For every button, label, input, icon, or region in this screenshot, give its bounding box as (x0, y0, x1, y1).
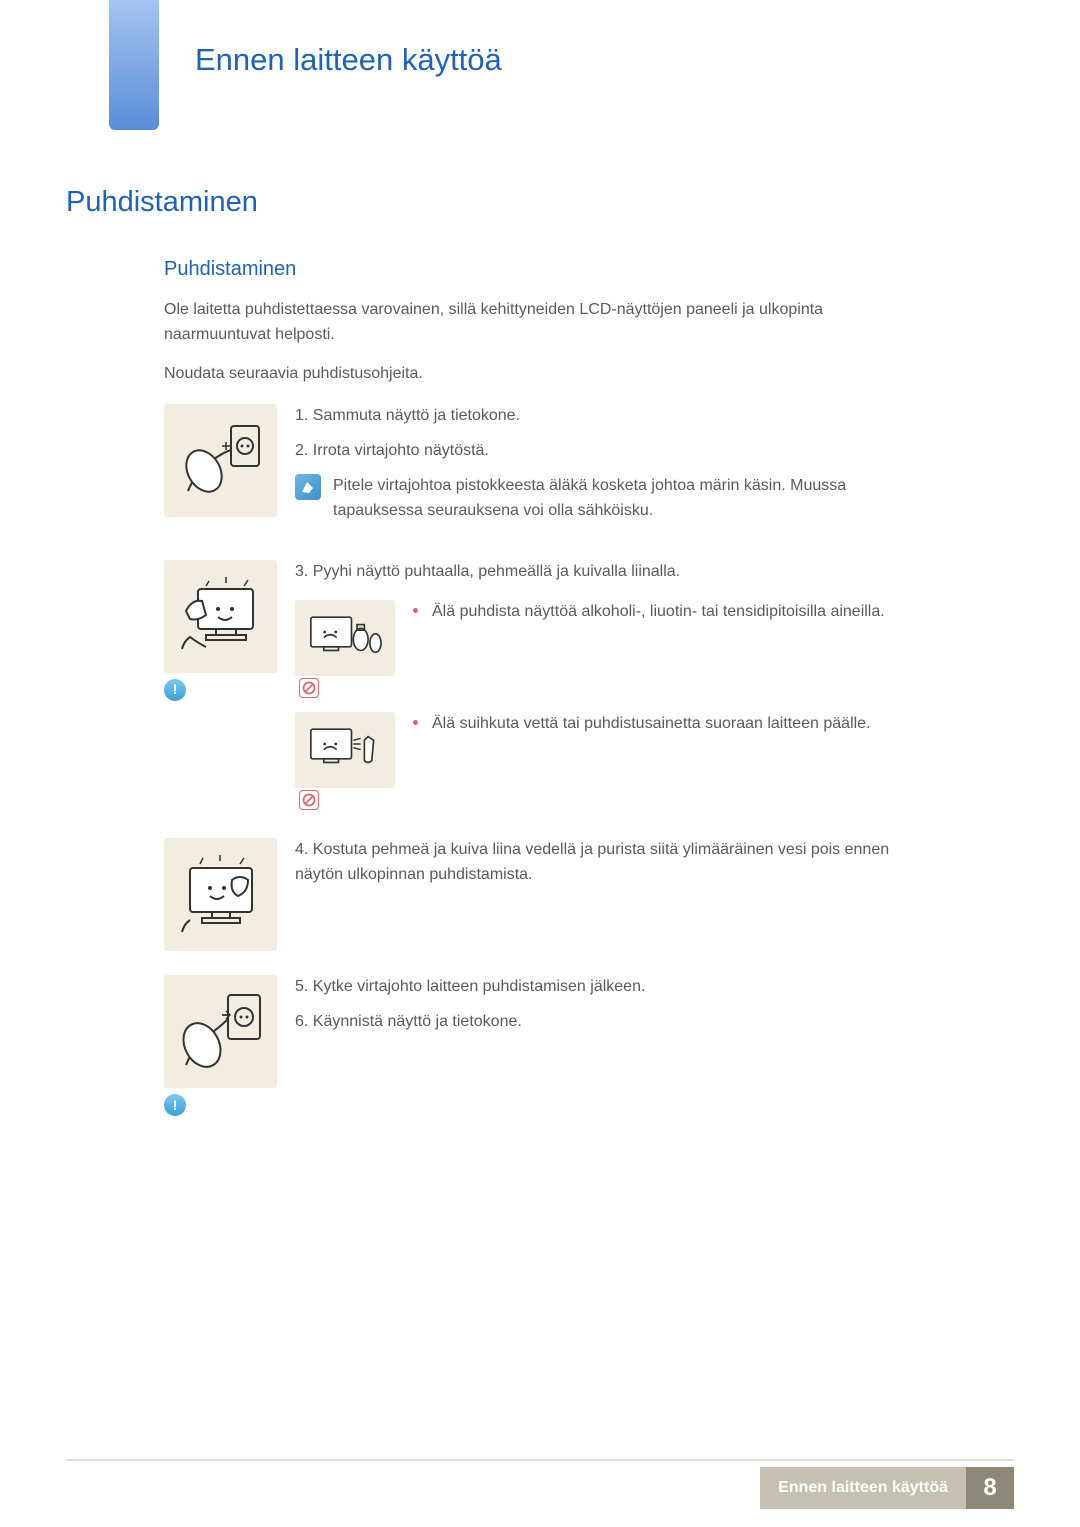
unplug-icon (176, 416, 266, 506)
no-chemicals-icon (303, 608, 387, 668)
plug-in-icon (176, 987, 266, 1077)
no-spray-icon (303, 720, 387, 780)
prohibition-icon (299, 678, 319, 698)
illustration-unplug (164, 404, 277, 535)
intro-paragraph-2: Noudata seuraavia puhdistusohjeita. (164, 362, 924, 387)
bullet-text-2: Älä suihkuta vettä tai puhdistusainetta … (432, 712, 871, 788)
sub-row-2: Älä suihkuta vettä tai puhdistusainetta … (295, 712, 924, 788)
damp-cloth-icon (176, 850, 266, 940)
step-row-1: 1. Sammuta näyttö ja tietokone. 2. Irrot… (164, 404, 924, 535)
step-1-line-2: 2. Irrota virtajohto näytöstä. (295, 439, 924, 464)
step-1-line-1: 1. Sammuta näyttö ja tietokone. (295, 404, 924, 429)
step-text-5: 5. Kytke virtajohto laitteen puhdistamis… (295, 975, 924, 1118)
note-text: Pitele virtajohtoa pistokkeesta äläkä ko… (333, 474, 924, 524)
info-badge-icon: ! (164, 1094, 186, 1116)
bullet-text-1: Älä puhdista näyttöä alkoholi-, liuotin-… (432, 600, 885, 676)
illustration-wipe: ! (164, 560, 277, 793)
footer-chapter-label: Ennen laitteen käyttöä (760, 1467, 966, 1509)
chapter-tab (109, 0, 159, 130)
step-5-line-1: 5. Kytke virtajohto laitteen puhdistamis… (295, 975, 924, 1000)
sub-row-1: Älä puhdista näyttöä alkoholi-, liuotin-… (295, 600, 924, 676)
illustration-plug-in: ! (164, 975, 277, 1118)
section-heading: Puhdistaminen (66, 186, 258, 219)
step-4-line-1: 4. Kostuta pehmeä ja kuiva liina vedellä… (295, 838, 924, 888)
note-icon (295, 474, 321, 500)
info-badge-icon: ! (164, 679, 186, 701)
illustration-no-spray (295, 712, 395, 788)
subsection-heading: Puhdistaminen (164, 258, 296, 281)
step-text-1: 1. Sammuta näyttö ja tietokone. 2. Irrot… (295, 404, 924, 535)
illustration-no-chemicals (295, 600, 395, 676)
wipe-icon (176, 571, 266, 661)
bullet-dot (413, 720, 418, 725)
step-row-4: 4. Kostuta pehmeä ja kuiva liina vedellä… (164, 838, 924, 951)
sub-text-2: Älä suihkuta vettä tai puhdistusainetta … (413, 712, 924, 788)
note-row: Pitele virtajohtoa pistokkeesta äläkä ko… (295, 474, 924, 524)
prohibition-icon (299, 790, 319, 810)
intro-paragraph-1: Ole laitetta puhdistettaessa varovainen,… (164, 298, 924, 348)
step-text-3: 3. Pyyhi näyttö puhtaalla, pehmeällä ja … (295, 560, 924, 793)
footer-box: Ennen laitteen käyttöä 8 (760, 1467, 1014, 1509)
content-area: Ole laitetta puhdistettaessa varovainen,… (164, 298, 924, 1142)
step-5-line-2: 6. Käynnistä näyttö ja tietokone. (295, 1010, 924, 1035)
bullet-dot (413, 608, 418, 613)
chapter-title: Ennen laitteen käyttöä (195, 42, 502, 78)
step-row-3: ! 3. Pyyhi näyttö puhtaalla, pehmeällä j… (164, 560, 924, 793)
step-row-5: ! 5. Kytke virtajohto laitteen puhdistam… (164, 975, 924, 1118)
illustration-damp-cloth (164, 838, 277, 951)
step-3-line-1: 3. Pyyhi näyttö puhtaalla, pehmeällä ja … (295, 560, 924, 585)
footer-divider (66, 1459, 1014, 1461)
page-footer: Ennen laitteen käyttöä 8 (0, 1449, 1080, 1509)
step-text-4: 4. Kostuta pehmeä ja kuiva liina vedellä… (295, 838, 924, 951)
footer-page-number: 8 (966, 1467, 1014, 1509)
sub-text-1: Älä puhdista näyttöä alkoholi-, liuotin-… (413, 600, 924, 676)
